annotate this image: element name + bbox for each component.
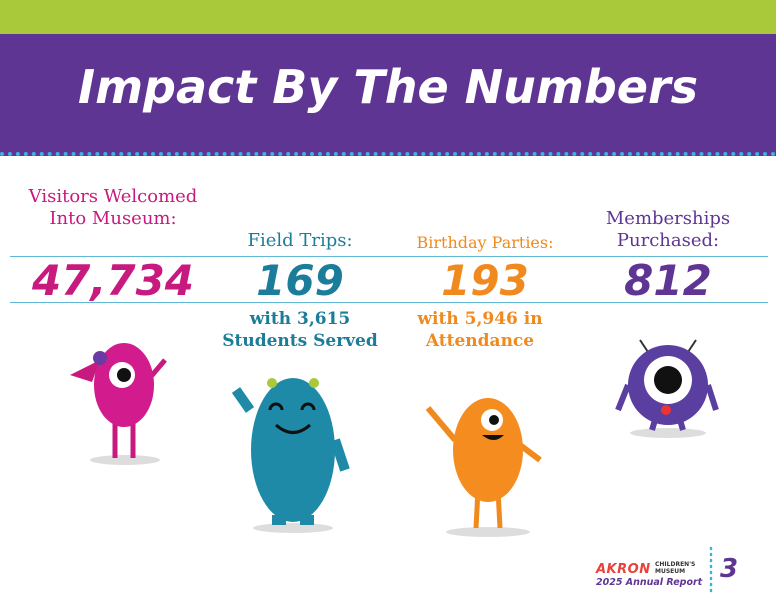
header-band (0, 34, 776, 156)
report-name: 2025 Annual Report (596, 577, 703, 588)
stat-value: 193 (441, 256, 529, 305)
title: Impact By The Numbers (77, 60, 699, 114)
stat-label: Birthday Parties: (416, 233, 554, 252)
purple-monster (615, 339, 719, 438)
logo-sub: CHILDREN'S MUSEUM (655, 561, 696, 575)
stat-label: Field Trips: (247, 230, 353, 251)
stat-value: 169 (256, 256, 344, 305)
stat-value: 47,734 (31, 256, 195, 305)
pink-monster (70, 343, 167, 465)
rule (10, 302, 768, 303)
teal-monster (231, 378, 350, 533)
stat-label: Visitors Welcomed Into Museum: (28, 186, 198, 229)
stat-detail: with 3,615 Students Served (222, 309, 378, 351)
stat-detail: with 5,946 in Attendance (417, 309, 543, 351)
rule (10, 256, 768, 257)
logo: AKRON (596, 562, 651, 577)
top-band (0, 0, 776, 34)
stat-value: 812 (624, 256, 712, 305)
orange-monster (425, 398, 542, 537)
page-number: 3 (720, 554, 739, 584)
stat-label: Memberships Purchased: (605, 208, 731, 251)
